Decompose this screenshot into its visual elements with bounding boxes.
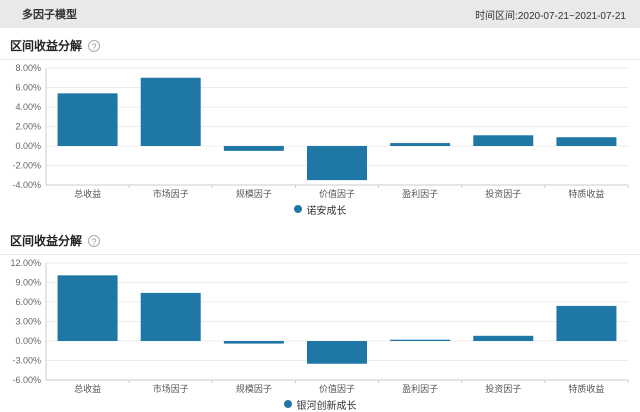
legend-marker-icon: [293, 205, 302, 213]
x-axis-category-label: 总收益: [74, 188, 101, 199]
y-axis-tick-label: -2.00%: [12, 161, 41, 171]
y-axis-tick-label: 0.00%: [15, 141, 41, 151]
x-axis-category-label: 价值因子: [319, 188, 355, 199]
y-axis-tick-label: 4.00%: [15, 102, 41, 112]
x-axis-category-label: 市场因子: [153, 188, 189, 199]
x-axis-category-label: 总收益: [74, 383, 101, 394]
bar-chart-galaxy: 12.00% 9.00% 6.00% 3.00% 0.00% -3.00% -6.00% 总收…: [10, 258, 629, 394]
page-title: 多因子模型: [22, 9, 77, 21]
help-icon[interactable]: ?: [88, 234, 101, 247]
section-title: 区间收益分解: [10, 39, 83, 53]
chart-legend[interactable]: 银河创新成长: [0, 396, 640, 412]
time-range: 时间区间:2020-07-21~2021-07-21: [475, 10, 626, 22]
bar-规模因子[interactable]: [223, 341, 284, 344]
y-axis-tick-label: 6.00%: [15, 83, 41, 93]
y-axis-tick-label: 0.00%: [15, 336, 41, 346]
bar-市场因子[interactable]: [140, 77, 201, 146]
section-header: 区间收益分解 ?: [0, 223, 640, 255]
section-title: 区间收益分解: [10, 234, 83, 248]
section-return-decomposition-2: 区间收益分解 ? 12.00% 9.00% 6.00% 3.00% 0.00% -3.00…: [0, 223, 640, 412]
x-axis-category-label: 特质收益: [568, 188, 604, 199]
section-return-decomposition-1: 区间收益分解 ? 8.00% 6.00% 4.00% 2.00% 0.00% -2.00%…: [0, 28, 640, 217]
bar-价值因子[interactable]: [307, 146, 367, 181]
x-axis-category-label: 规模因子: [236, 189, 272, 199]
y-axis-tick-label: 3.00%: [15, 317, 41, 327]
legend-marker-icon: [283, 400, 292, 408]
x-axis-category-label: 市场因子: [153, 383, 189, 394]
legend-label: 诺安成长: [306, 205, 347, 217]
y-axis-tick-label: -3.00%: [12, 356, 41, 366]
bar-总收益[interactable]: [57, 93, 118, 146]
bar-投资因子[interactable]: [473, 135, 534, 146]
x-axis-category-label: 盈利因子: [402, 188, 438, 199]
bar-特质收益[interactable]: [556, 137, 617, 146]
bar-盈利因子[interactable]: [390, 143, 451, 146]
bar-投资因子[interactable]: [473, 335, 534, 341]
x-axis-category-label: 规模因子: [236, 384, 272, 394]
bar-市场因子[interactable]: [140, 292, 201, 341]
chart-legend[interactable]: 诺安成长: [0, 201, 640, 217]
x-axis-category-label: 价值因子: [319, 383, 355, 394]
bar-chart-noan: 8.00% 6.00% 4.00% 2.00% 0.00% -2.00% -4.00% 总收益…: [12, 63, 629, 199]
content: 区间收益分解 ? 8.00% 6.00% 4.00% 2.00% 0.00% -2.00%…: [0, 28, 640, 412]
bar-价值因子[interactable]: [307, 341, 367, 364]
bar-总收益[interactable]: [57, 275, 118, 341]
section-header: 区间收益分解 ?: [0, 28, 640, 60]
x-axis-category-label: 投资因子: [485, 383, 521, 394]
y-axis-tick-label: 9.00%: [15, 278, 41, 288]
x-axis-category-label: 盈利因子: [402, 383, 438, 394]
y-axis-tick-label: 6.00%: [15, 297, 41, 307]
y-axis-tick-label: -4.00%: [12, 180, 41, 190]
bar-特质收益[interactable]: [556, 305, 617, 341]
help-icon[interactable]: ?: [88, 39, 101, 52]
y-axis-tick-label: -6.00%: [12, 375, 41, 385]
legend-label: 银河创新成长: [296, 400, 357, 412]
top-bar: 多因子模型 时间区间:2020-07-21~2021-07-21: [0, 0, 640, 28]
bar-盈利因子[interactable]: [390, 339, 451, 341]
bar-规模因子[interactable]: [223, 146, 284, 151]
y-axis-tick-label: 8.00%: [15, 63, 41, 73]
y-axis-tick-label: 12.00%: [10, 258, 41, 268]
y-axis-tick-label: 2.00%: [15, 122, 41, 132]
x-axis-category-label: 投资因子: [485, 188, 521, 199]
x-axis-category-label: 特质收益: [568, 383, 604, 394]
